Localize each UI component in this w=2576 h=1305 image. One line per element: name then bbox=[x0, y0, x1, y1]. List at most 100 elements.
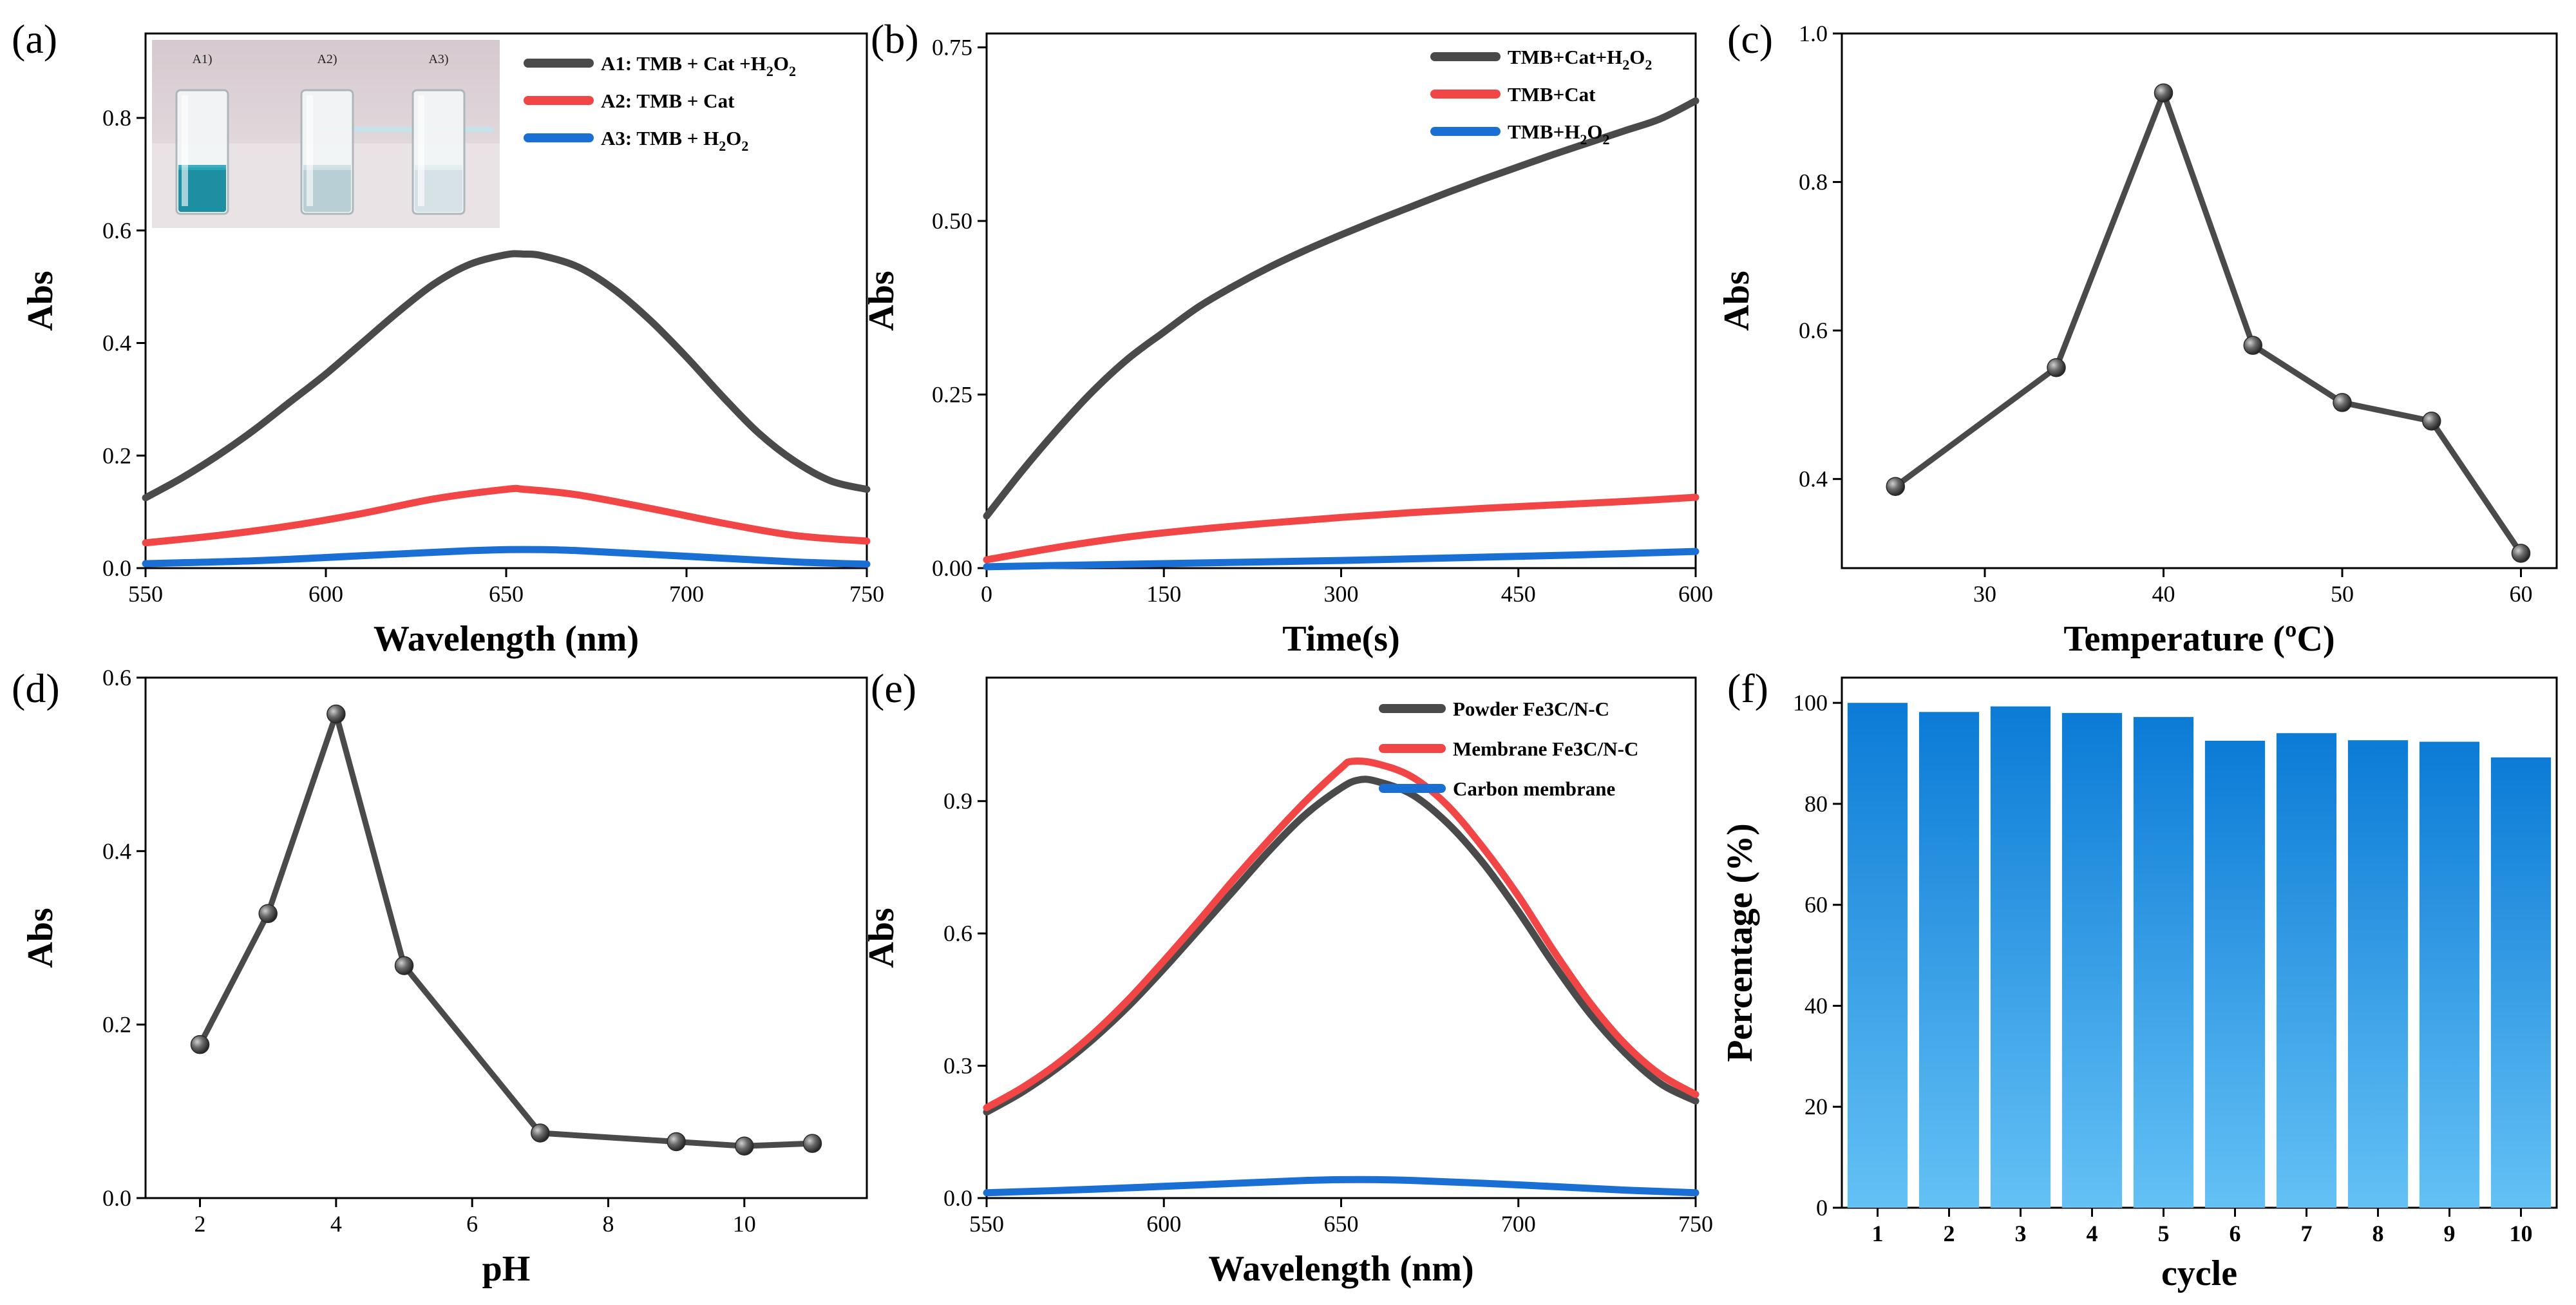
y-axis-title: Abs bbox=[862, 271, 902, 330]
y-tick-label: 0.25 bbox=[932, 382, 972, 408]
x-axis-title: Wavelength (nm) bbox=[1208, 1249, 1473, 1289]
bar-cycle-2 bbox=[1918, 712, 1980, 1208]
panel-label: (b) bbox=[871, 16, 919, 62]
y-tick-label: 0.4 bbox=[102, 838, 131, 864]
x-tick-label: 550 bbox=[128, 581, 163, 607]
legend-text-subscript: 2 bbox=[1603, 131, 1610, 148]
data-point bbox=[2422, 412, 2441, 431]
bar-cycle-6 bbox=[2204, 740, 2266, 1208]
data-point bbox=[190, 1034, 210, 1054]
vial-highlight-2 bbox=[307, 95, 313, 206]
x-tick-label: 10 bbox=[733, 1211, 756, 1237]
vial-label-1: A1) bbox=[192, 52, 212, 66]
x-tick-label: 550 bbox=[969, 1211, 1004, 1237]
series-line-2 bbox=[983, 548, 1700, 571]
y-tick-label: 0.4 bbox=[1799, 466, 1828, 492]
x-tick-label: 150 bbox=[1146, 581, 1181, 607]
x-axis-title: Wavelength (nm) bbox=[374, 619, 639, 659]
legend-label-2: A3: TMB + H2O2 bbox=[601, 127, 748, 154]
y-tick-label: 0.6 bbox=[1799, 318, 1828, 343]
y-tick-label: 0.2 bbox=[102, 443, 131, 468]
vial-label-3: A3) bbox=[428, 52, 448, 66]
vial-liquid-1 bbox=[178, 167, 226, 212]
legend-text-subscript: 2 bbox=[1622, 57, 1629, 73]
y-tick-label: 0 bbox=[1816, 1195, 1828, 1221]
panel-f: (f) 0 20 40 60 80 100 cycle Percentage (%) 1 2 3 4 5 6… bbox=[1720, 665, 2558, 1293]
vial-meniscus-2 bbox=[303, 165, 351, 170]
y-tick-label: 1.0 bbox=[1799, 21, 1828, 46]
data-point bbox=[2154, 83, 2174, 102]
x-tick-label: 5 bbox=[2158, 1221, 2170, 1246]
x-tick-label: 8 bbox=[2372, 1221, 2384, 1246]
y-tick-label: 80 bbox=[1804, 791, 1828, 817]
y-tick-label: 0.0 bbox=[102, 555, 131, 581]
series-line-0 bbox=[983, 97, 1700, 520]
y-tick-label: 0.6 bbox=[102, 218, 131, 243]
x-tick-label: 3 bbox=[2015, 1221, 2027, 1246]
x-tick-label: 700 bbox=[1501, 1211, 1536, 1237]
x-tick-label: 9 bbox=[2444, 1221, 2456, 1246]
x-tick-label: 40 bbox=[2152, 581, 2175, 607]
y-axis-title: Percentage (%) bbox=[1720, 823, 1760, 1062]
legend-text-main: Membrane Fe3C/N-C bbox=[1453, 738, 1638, 760]
x-tick-label: 650 bbox=[1324, 1211, 1359, 1237]
series-line-0 bbox=[197, 711, 815, 1149]
y-axis-title: Abs bbox=[862, 908, 902, 967]
legend-text-tail: O bbox=[1629, 46, 1645, 68]
inset-photo: A1) A2) A3) bbox=[152, 40, 500, 228]
legend-label-1: A2: TMB + Cat bbox=[601, 90, 735, 112]
vial-meniscus-1 bbox=[178, 165, 226, 170]
bar-cycle-8 bbox=[2347, 740, 2409, 1208]
x-tick-label: 750 bbox=[849, 581, 884, 607]
y-tick-label: 40 bbox=[1804, 993, 1828, 1018]
y-tick-label: 100 bbox=[1793, 690, 1828, 716]
legend-text-main: A2: TMB + Cat bbox=[601, 90, 735, 112]
x-axis-title: Temperature (ºC) bbox=[2063, 619, 2334, 659]
x-tick-label: 650 bbox=[489, 581, 524, 607]
bar-cycle-4 bbox=[2061, 712, 2123, 1208]
data-point bbox=[1886, 477, 1905, 496]
legend-text-subscript: 2 bbox=[1645, 57, 1652, 73]
vial-meniscus-3 bbox=[415, 165, 462, 170]
series-line-0 bbox=[983, 776, 1700, 1116]
plot-frame bbox=[144, 676, 868, 1199]
x-tick-label: 0 bbox=[981, 581, 992, 607]
data-point bbox=[735, 1136, 754, 1156]
legend-text-tail: O bbox=[726, 127, 741, 149]
panel-label: (d) bbox=[12, 665, 60, 711]
bar-cycle-9 bbox=[2419, 741, 2480, 1208]
legend-text-main: A1: TMB + Cat +H bbox=[601, 52, 766, 75]
y-tick-label: 0.6 bbox=[102, 665, 131, 691]
legend-label-0: Powder Fe3C/N-C bbox=[1453, 698, 1609, 720]
y-axis-title: Abs bbox=[21, 908, 61, 967]
legend-label-0: TMB+Cat+H2O2 bbox=[1508, 46, 1652, 73]
vial-liquid-3 bbox=[415, 167, 462, 212]
legend-text-main: Carbon membrane bbox=[1453, 777, 1615, 800]
y-tick-label: 20 bbox=[1804, 1094, 1828, 1119]
legend-label-2: Carbon membrane bbox=[1453, 777, 1615, 800]
y-tick-label: 0.0 bbox=[943, 1185, 972, 1211]
legend-text-main: TMB+H bbox=[1508, 120, 1580, 143]
x-tick-label: 4 bbox=[330, 1211, 342, 1237]
x-tick-label: 10 bbox=[2510, 1221, 2533, 1246]
y-tick-label: 60 bbox=[1804, 892, 1828, 918]
x-tick-label: 8 bbox=[602, 1211, 614, 1237]
legend-text-main: TMB+Cat+H bbox=[1508, 46, 1622, 68]
x-tick-label: 300 bbox=[1324, 581, 1359, 607]
x-tick-label: 50 bbox=[2331, 581, 2354, 607]
vial-highlight-3 bbox=[418, 95, 424, 206]
data-point bbox=[2243, 336, 2262, 355]
y-axis-title: Abs bbox=[1717, 271, 1757, 330]
x-tick-label: 600 bbox=[1146, 1211, 1181, 1237]
x-tick-label: 2 bbox=[1944, 1221, 1955, 1246]
panel-label: (c) bbox=[1727, 16, 1773, 62]
y-tick-label: 0.2 bbox=[102, 1012, 131, 1038]
x-tick-label: 2 bbox=[194, 1211, 206, 1237]
plot-frame bbox=[1841, 32, 2558, 569]
x-tick-label: 7 bbox=[2301, 1221, 2313, 1246]
panel-label: (f) bbox=[1727, 665, 1768, 711]
y-axis-title: Abs bbox=[21, 271, 61, 330]
series-line-0 bbox=[142, 250, 871, 502]
x-tick-label: 600 bbox=[1678, 581, 1713, 607]
